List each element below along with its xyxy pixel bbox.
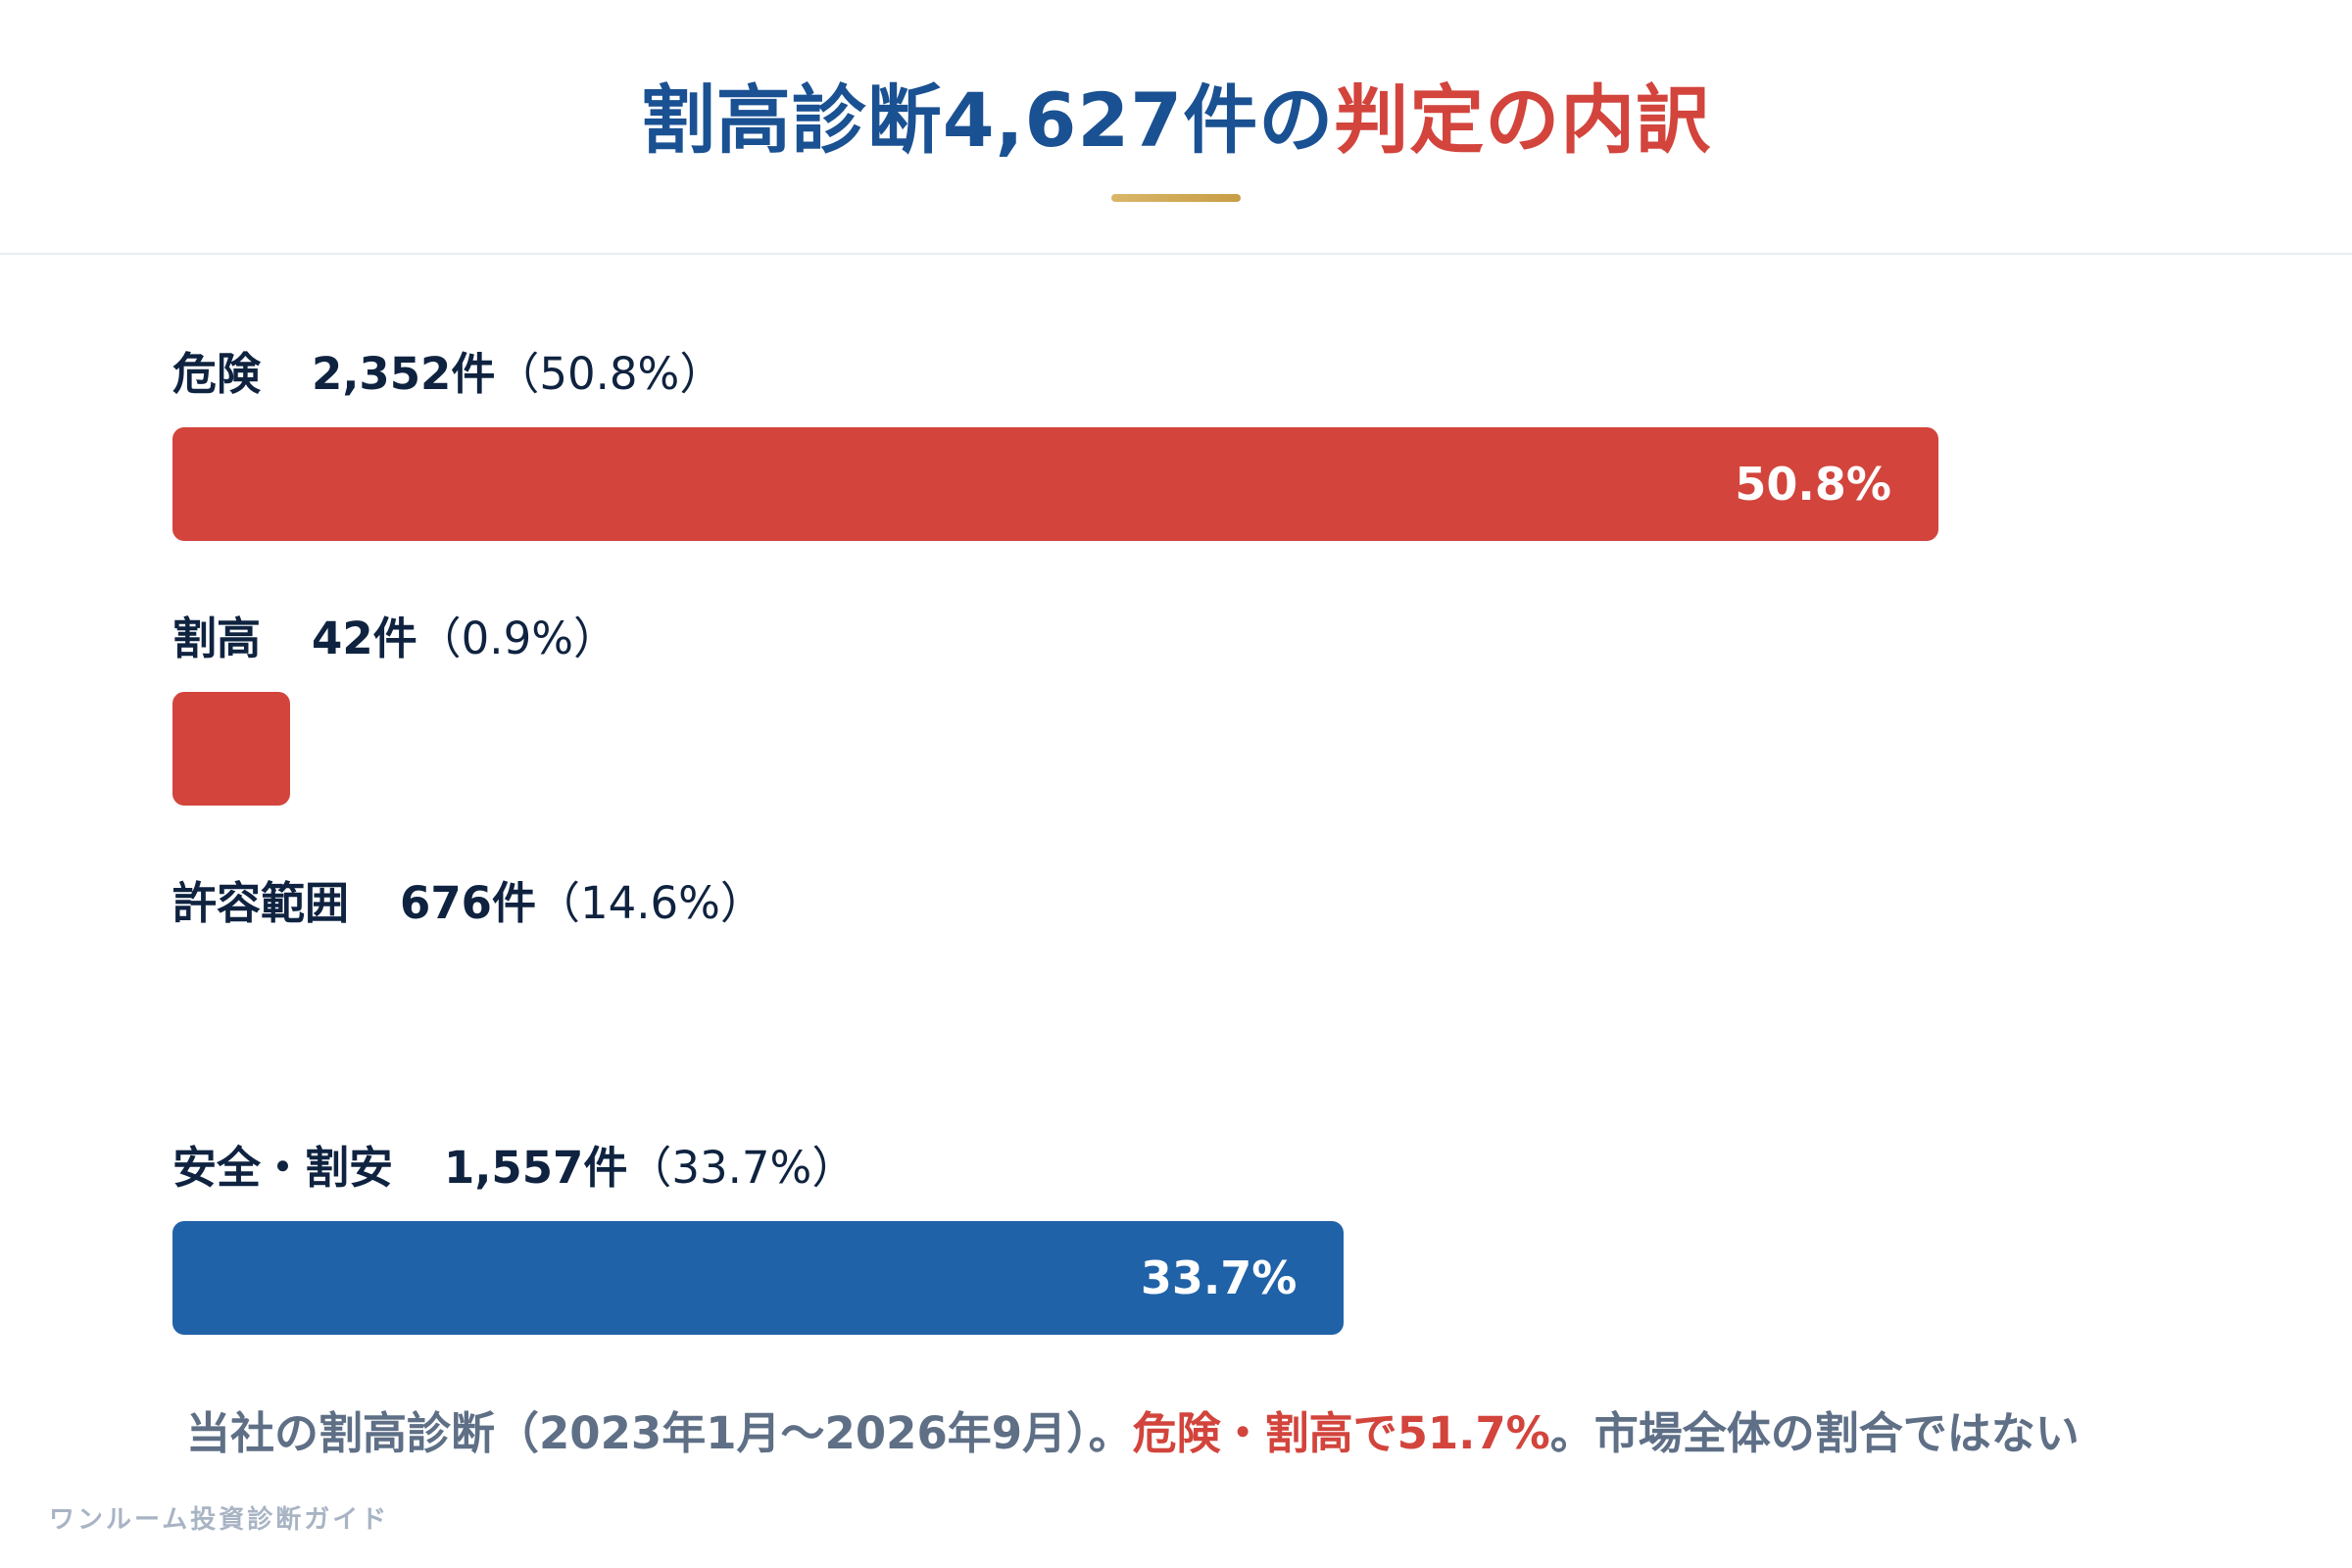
bar: 50.8% [172,427,1938,541]
header: 割高診断4,627件の判定の内訳 [0,0,2352,255]
chart-title: 割高診断4,627件の判定の内訳 [0,67,2352,174]
category-count: 676件 [400,877,536,929]
row-label: 割高 42件（0.9%） [172,610,617,668]
bar [172,692,290,806]
caption-note: 。市場全体の割合ではない [1549,1407,2080,1459]
chart-title-accent: 判定の内訳 [1334,76,1712,164]
row-label: 安全・割安 1,557件（33.7%） [172,1139,856,1198]
caption: 当社の割高診断（2023年1月～2026年9月）。危険・割高で51.7%。市場全… [186,1399,2080,1468]
category-percent: （0.9%） [416,612,617,664]
category-percent: （14.6%） [535,877,764,929]
category-percent: （50.8%） [495,348,724,400]
bar-value-label: 33.7% [1140,1251,1298,1304]
caption-highlight: 危険・割高で51.7% [1132,1407,1550,1459]
caption-text: 当社の割高診断（2023年1月～2026年9月）。 [186,1407,1133,1459]
chart-title-main: 割高診断4,627件の [640,76,1335,164]
row-label: 許容範囲 676件（14.6%） [172,874,764,933]
category-count: 42件 [312,612,417,664]
bar: 33.7% [172,1221,1345,1335]
category-name: 安全・割安 [172,1142,394,1194]
category-name: 許容範囲 [172,877,350,929]
category-count: 2,352件 [312,348,496,400]
title-underline [1111,194,1241,202]
row-label: 危険 2,352件（50.8%） [172,345,723,404]
category-count: 1,557件 [444,1142,628,1194]
category-name: 割高 [172,612,262,664]
category-percent: （33.7%） [627,1142,857,1194]
bar-value-label: 50.8% [1735,458,1891,511]
footer-brand: ワンルーム投資診断ガイド [49,1505,390,1535]
bar [172,956,680,1070]
bar-chart: 危険 2,352件（50.8%） 50.8% 割高 42件（0.9%） 許容範囲 676件（… [0,257,2352,1384]
category-name: 危険 [172,348,262,400]
